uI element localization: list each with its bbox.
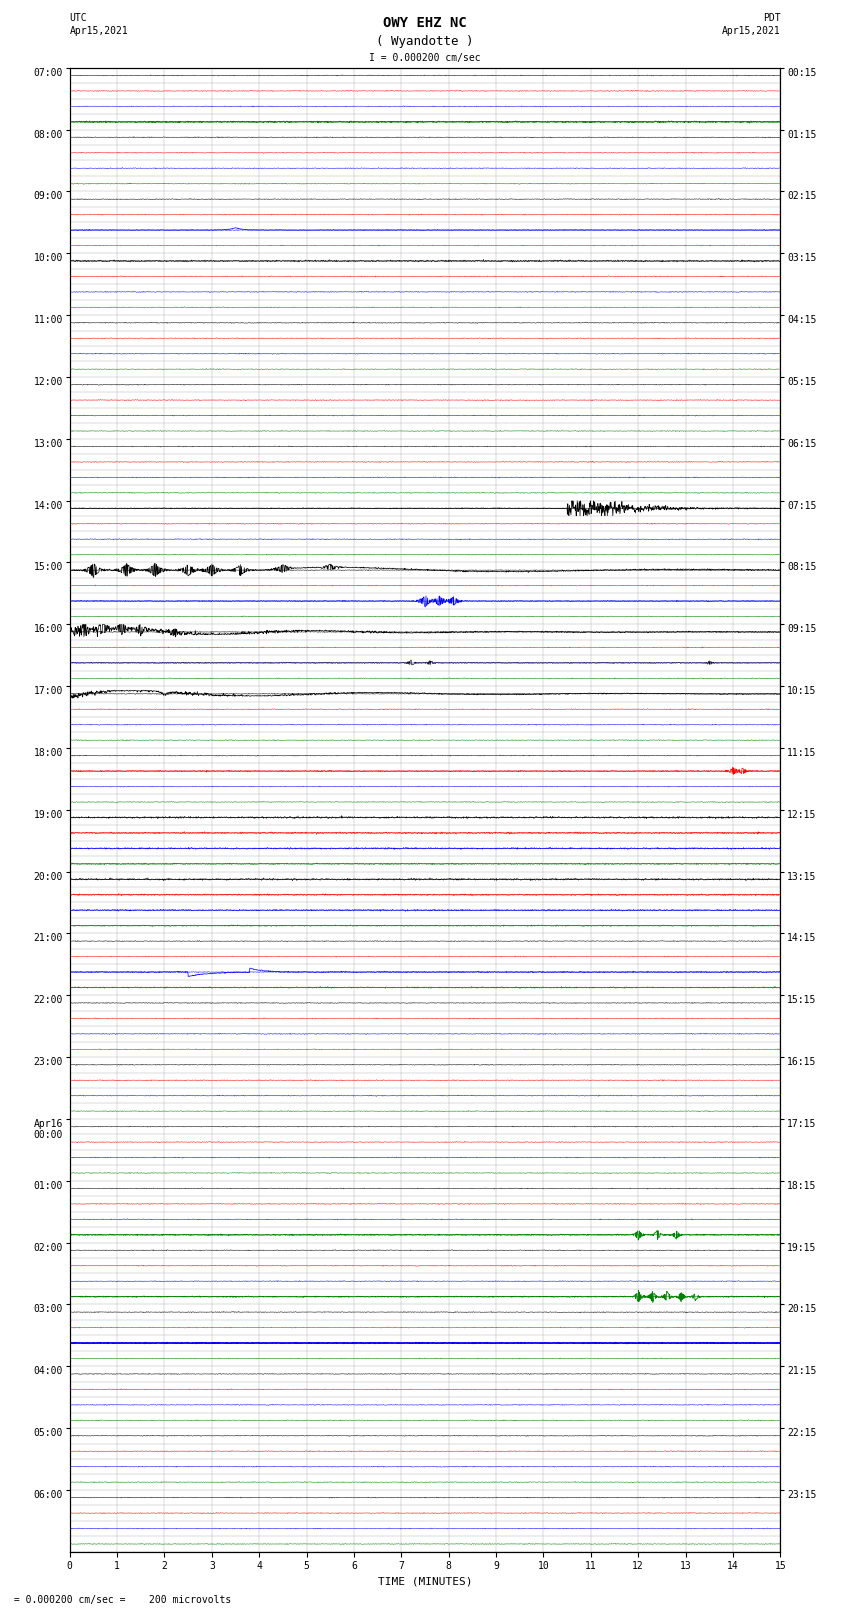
Text: Apr15,2021: Apr15,2021	[722, 26, 780, 35]
Text: ( Wyandotte ): ( Wyandotte )	[377, 35, 473, 48]
Text: = 0.000200 cm/sec =    200 microvolts: = 0.000200 cm/sec = 200 microvolts	[8, 1595, 232, 1605]
Text: I = 0.000200 cm/sec: I = 0.000200 cm/sec	[369, 53, 481, 63]
Text: Apr15,2021: Apr15,2021	[70, 26, 128, 35]
Text: UTC: UTC	[70, 13, 88, 23]
Text: PDT: PDT	[762, 13, 780, 23]
X-axis label: TIME (MINUTES): TIME (MINUTES)	[377, 1578, 473, 1587]
Text: OWY EHZ NC: OWY EHZ NC	[383, 16, 467, 31]
